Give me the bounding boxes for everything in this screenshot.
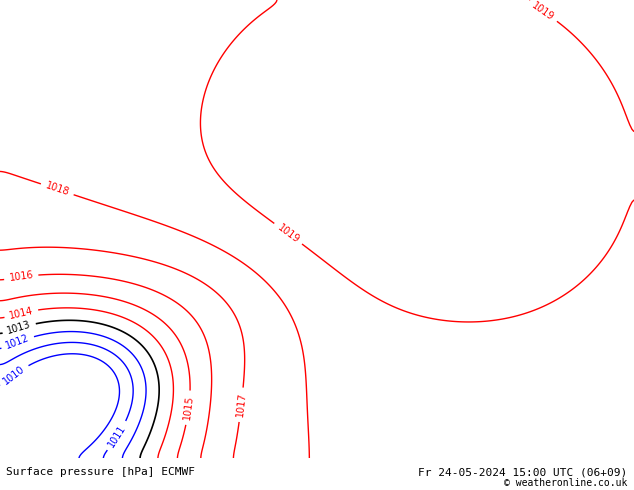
Text: 1011: 1011: [107, 423, 128, 449]
Text: 1012: 1012: [4, 333, 31, 351]
Text: 1017: 1017: [235, 392, 248, 417]
Text: 1018: 1018: [44, 181, 70, 198]
Text: © weatheronline.co.uk: © weatheronline.co.uk: [504, 478, 628, 489]
Text: 1019: 1019: [275, 222, 301, 245]
Text: Surface pressure [hPa] ECMWF: Surface pressure [hPa] ECMWF: [6, 467, 195, 477]
Text: Fr 24-05-2024 15:00 UTC (06+09): Fr 24-05-2024 15:00 UTC (06+09): [418, 467, 628, 477]
Text: 1019: 1019: [530, 0, 556, 23]
Text: 1015: 1015: [182, 395, 195, 420]
Text: 1014: 1014: [8, 306, 34, 321]
Text: 1013: 1013: [6, 319, 32, 336]
Text: 1010: 1010: [1, 364, 27, 387]
Text: 1016: 1016: [8, 270, 34, 284]
